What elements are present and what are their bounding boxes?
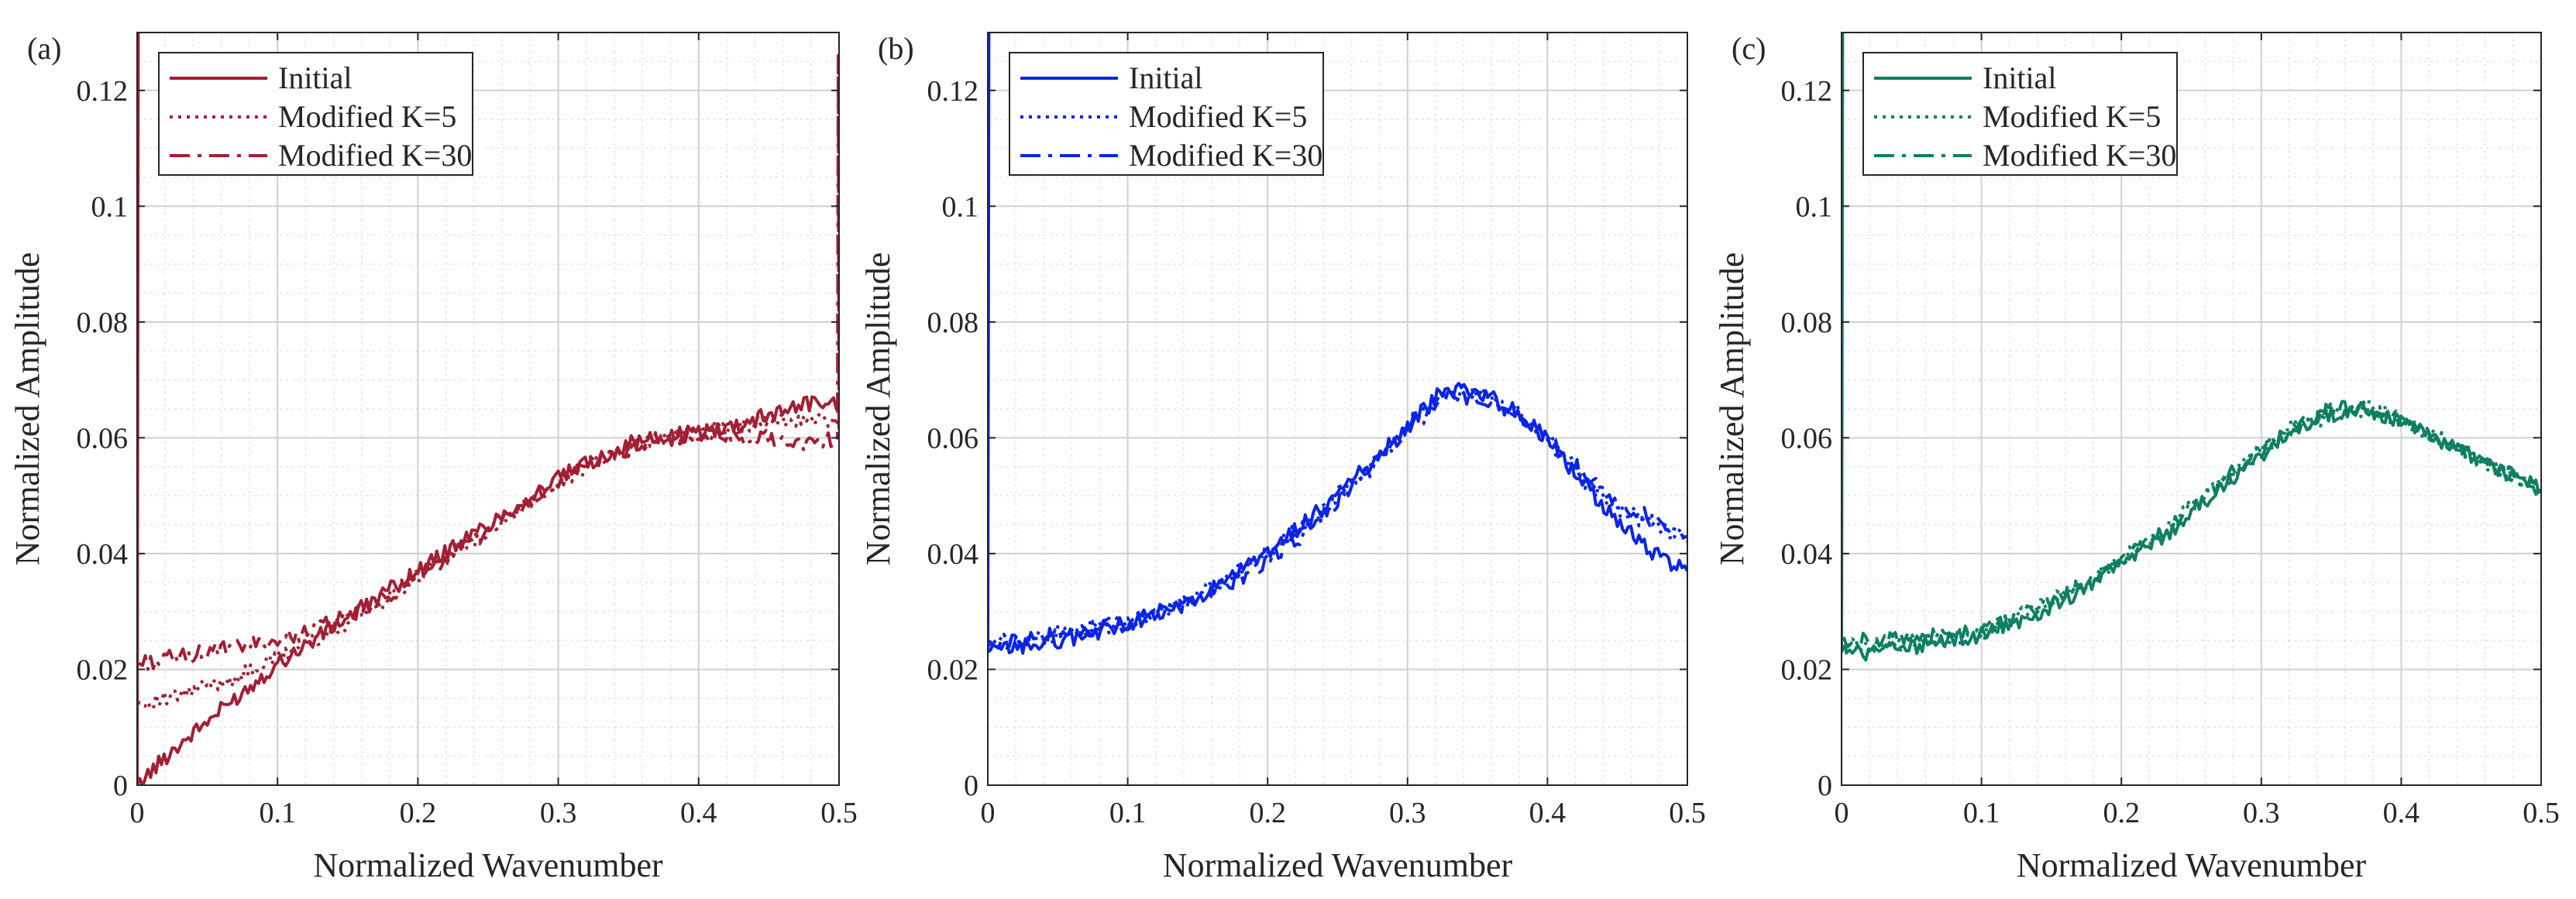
y-tick-label: 0.12 bbox=[1781, 75, 1833, 108]
y-tick-label: 0.12 bbox=[77, 75, 129, 108]
legend-entry: Modified K=30 bbox=[1129, 138, 1322, 173]
x-tick-label: 0.2 bbox=[2103, 797, 2140, 829]
y-tick-label: 0.06 bbox=[1781, 422, 1833, 455]
axes-frame bbox=[1841, 32, 2542, 786]
y-tick-label: 0.08 bbox=[1781, 307, 1833, 339]
x-axis-label: Normalized Wavenumber bbox=[1163, 846, 1513, 884]
chart-panel-3: 0 0.1 0.2 0.3 0.4 0.5 0 0.02 0.04 0.06 0.08 0.1 0.12… bbox=[1713, 31, 2560, 884]
x-tick-label: 0.1 bbox=[1963, 797, 2000, 829]
legend-entry: Modified K=5 bbox=[278, 99, 456, 134]
x-tick-label: 0 bbox=[130, 797, 145, 829]
y-axis-label: Normalized Amplitude bbox=[859, 252, 897, 565]
y-tick-label: 0.08 bbox=[927, 307, 979, 339]
y-tick-label: 0.02 bbox=[1781, 654, 1833, 686]
legend-entry: Initial bbox=[1129, 60, 1203, 95]
legend: Initial Modified K=5 Modified K=30 bbox=[158, 52, 473, 176]
y-tick-label: 0.1 bbox=[1796, 190, 1833, 223]
y-tick-label: 0.02 bbox=[927, 654, 979, 686]
y-tick-label: 0.12 bbox=[927, 75, 979, 108]
legend-entry: Modified K=5 bbox=[1129, 99, 1307, 134]
series-line-modified-k-5 bbox=[137, 411, 839, 711]
x-tick-label: 0.5 bbox=[2523, 797, 2560, 829]
y-tick-label: 0 bbox=[1818, 770, 1832, 802]
x-tick-label: 0.5 bbox=[1669, 797, 1706, 829]
legend-entry: Modified K=5 bbox=[1983, 99, 2161, 134]
chart-panel-1: 0 0.1 0.2 0.3 0.4 0.5 0 0.02 0.04 0.06 0.08 0.1 0.12… bbox=[9, 31, 858, 884]
panel-label: (c) bbox=[1732, 31, 1766, 66]
x-tick-label: 0.4 bbox=[680, 797, 717, 829]
axes-frame bbox=[136, 32, 840, 786]
series-line-modified-k-30 bbox=[137, 53, 839, 671]
chart-panel-2: 0 0.1 0.2 0.3 0.4 0.5 0 0.02 0.04 0.06 0.08 0.1 0.12… bbox=[859, 31, 1706, 884]
y-tick-label: 0.02 bbox=[77, 654, 129, 686]
x-axis-label: Normalized Wavenumber bbox=[313, 846, 663, 884]
legend: Initial Modified K=5 Modified K=30 bbox=[1009, 52, 1324, 176]
x-tick-label: 0.1 bbox=[1109, 797, 1147, 829]
y-tick-label: 0.08 bbox=[77, 307, 129, 339]
x-tick-label: 0.4 bbox=[2383, 797, 2420, 829]
x-tick-label: 0.2 bbox=[400, 797, 437, 829]
panel-label: (a) bbox=[27, 31, 61, 66]
y-tick-label: 0.04 bbox=[77, 538, 129, 571]
y-tick-label: 0.06 bbox=[927, 422, 979, 455]
legend-entry: Modified K=30 bbox=[278, 138, 472, 173]
y-tick-label: 0.06 bbox=[77, 422, 129, 455]
legend-entry: Modified K=30 bbox=[1983, 138, 2176, 173]
y-tick-label: 0 bbox=[113, 770, 128, 802]
y-tick-label: 0.04 bbox=[1781, 538, 1833, 571]
x-tick-label: 0.4 bbox=[1529, 797, 1567, 829]
x-tick-label: 0.5 bbox=[820, 797, 858, 829]
series-line-modified-k-5 bbox=[988, 383, 1687, 651]
y-tick-label: 0.04 bbox=[927, 538, 979, 571]
legend-entry: Initial bbox=[1983, 60, 2057, 95]
legend: Initial Modified K=5 Modified K=30 bbox=[1862, 52, 2178, 176]
x-tick-label: 0.2 bbox=[1249, 797, 1286, 829]
y-tick-label: 0.1 bbox=[91, 190, 129, 223]
y-tick-label: 0.1 bbox=[942, 190, 979, 223]
y-tick-label: 0 bbox=[964, 770, 978, 802]
x-tick-label: 0 bbox=[1835, 797, 1849, 829]
x-tick-label: 0.3 bbox=[1389, 797, 1426, 829]
panel-label: (b) bbox=[878, 31, 914, 66]
x-axis-label: Normalized Wavenumber bbox=[2017, 846, 2367, 884]
series-line-modified-k-30 bbox=[988, 388, 1687, 650]
x-tick-label: 0.1 bbox=[259, 797, 296, 829]
x-tick-label: 0.3 bbox=[540, 797, 577, 829]
legend-entry: Initial bbox=[278, 60, 353, 95]
axes-frame bbox=[987, 32, 1688, 786]
x-tick-label: 0 bbox=[981, 797, 996, 829]
x-tick-label: 0.3 bbox=[2243, 797, 2280, 829]
y-axis-label: Normalized Amplitude bbox=[1713, 252, 1751, 565]
y-axis-label: Normalized Amplitude bbox=[9, 252, 46, 565]
series-line-modified-k-5 bbox=[1842, 400, 2541, 656]
